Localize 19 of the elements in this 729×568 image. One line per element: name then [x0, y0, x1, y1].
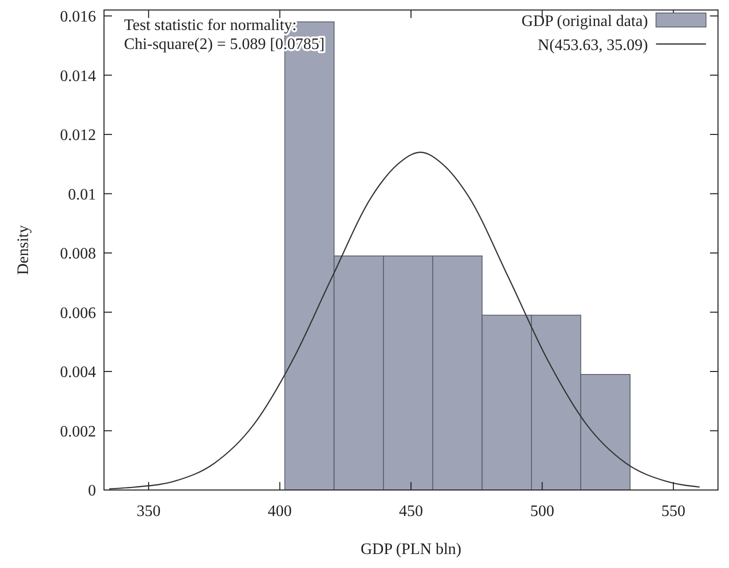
y-tick-label: 0.01 — [68, 186, 96, 204]
x-tick-label: 500 — [530, 503, 554, 520]
y-tick-label: 0 — [88, 482, 96, 500]
x-tick-label: 550 — [661, 503, 686, 520]
legend-label: N(453.63, 35.09) — [538, 37, 648, 54]
legend-label: GDP (original data) — [522, 13, 648, 30]
y-axis-title: Density — [15, 225, 32, 275]
y-tick-label: 0.016 — [60, 8, 96, 26]
x-tick-label: 450 — [399, 503, 423, 520]
x-axis-title: GDP (PLN bln) — [360, 541, 462, 558]
y-tick-label: 0.008 — [60, 246, 96, 263]
x-tick-label: 350 — [136, 503, 161, 520]
x-tick-label: 400 — [268, 503, 292, 520]
y-tick-label: 0.012 — [60, 127, 96, 144]
y-tick-label: 0.006 — [60, 304, 96, 322]
line-series — [108, 152, 700, 490]
y-tick-label: 0.002 — [60, 423, 96, 440]
y-tick-label: 0.014 — [60, 68, 96, 85]
y-tick-label: 0.004 — [60, 364, 96, 382]
